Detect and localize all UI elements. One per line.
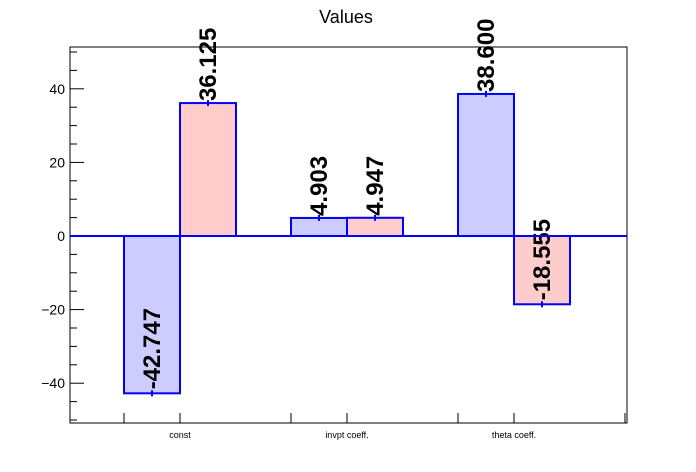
y-tick-label: −40: [41, 375, 65, 391]
y-tick-label: 20: [49, 154, 65, 170]
bar: [123, 235, 181, 395]
plot-area: −40 −20 0 20 40 -42.747 4.903 38.600 36.125 4.947…: [41, 19, 628, 440]
category-label: invpt coeff.: [325, 430, 368, 440]
bar: [457, 92, 515, 238]
y-tick-label: 40: [49, 81, 65, 97]
data-label: 36.125: [195, 28, 222, 101]
category-label: theta coeff.: [492, 430, 536, 440]
data-label: 4.903: [306, 156, 333, 216]
data-label: 4.947: [362, 156, 389, 216]
data-label: -18.555: [529, 219, 556, 300]
data-label: -42.747: [139, 308, 166, 389]
y-tick-label: −20: [41, 302, 65, 318]
data-label: 38.600: [473, 19, 500, 92]
category-label: const: [169, 430, 191, 440]
chart-title: Values: [319, 7, 373, 27]
y-tick-label: 0: [57, 228, 65, 244]
bar: [179, 102, 237, 237]
